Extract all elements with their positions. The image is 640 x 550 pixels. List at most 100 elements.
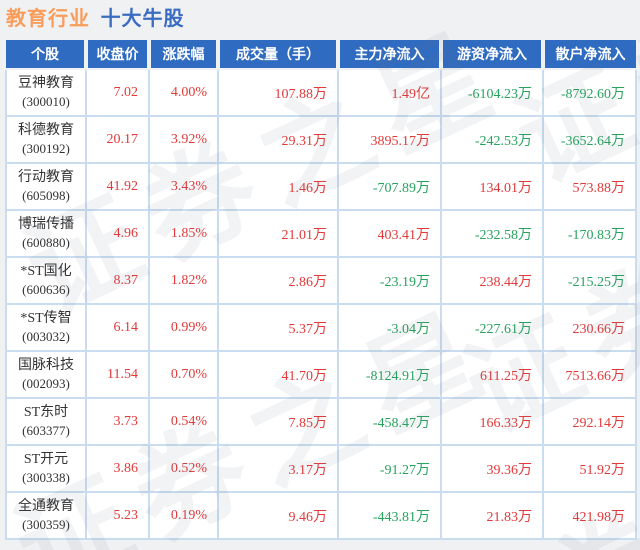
- stock-code: (600636): [22, 282, 70, 297]
- table-header-row: 个股 收盘价 涨跌幅 成交量（手） 主力净流入 游资净流入 散户净流入: [6, 40, 636, 70]
- cell-retail-inflow: -3652.64万: [542, 115, 637, 164]
- stock-table-body: 豆神教育 (300010) 7.02 4.00% 107.88万 1.49亿 -6104.2…: [5, 68, 637, 540]
- stock-code: (002093): [22, 376, 70, 391]
- stock-name: 全通教育: [18, 499, 74, 514]
- stock-code: (003032): [22, 329, 70, 344]
- stock-name: 豆神教育: [18, 76, 74, 91]
- cell-volume: 21.01万: [217, 209, 339, 258]
- table-row: *ST国化 (600636) 8.37 1.82% 2.86万 -23.19万 238.44…: [5, 256, 637, 305]
- cell-change-percent: 4.00%: [148, 68, 219, 117]
- cell-volume: 1.46万: [217, 162, 339, 211]
- stock-name-cell: 科德教育 (300192): [5, 115, 87, 164]
- cell-close-price: 11.54: [85, 350, 150, 399]
- stock-name: 科德教育: [18, 123, 74, 138]
- stock-code: (300338): [22, 470, 70, 485]
- table-row: ST东时 (603377) 3.73 0.54% 7.85万 -458.47万 166.33…: [5, 397, 637, 446]
- cell-close-price: 3.73: [85, 397, 150, 446]
- stock-table: 个股 收盘价 涨跌幅 成交量（手） 主力净流入 游资净流入 散户净流入 豆神教育…: [5, 40, 637, 540]
- cell-main-inflow: -707.89万: [337, 162, 442, 211]
- col-header-close-price: 收盘价: [84, 40, 149, 70]
- cell-retail-inflow: 292.14万: [542, 397, 637, 446]
- cell-close-price: 7.02: [85, 68, 150, 117]
- cell-volume: 9.46万: [217, 491, 339, 540]
- cell-volume: 7.85万: [217, 397, 339, 446]
- cell-change-percent: 0.52%: [148, 444, 219, 493]
- stock-name: 博瑞传播: [18, 217, 74, 232]
- stock-code: (600880): [22, 235, 70, 250]
- cell-hotmoney-inflow: -227.61万: [440, 303, 544, 352]
- cell-close-price: 8.37: [85, 256, 150, 305]
- stock-name: *ST国化: [20, 264, 72, 279]
- col-header-main-inflow: 主力净流入: [336, 40, 441, 70]
- col-header-change-percent: 涨跌幅: [147, 40, 218, 70]
- col-header-retail-inflow: 散户净流入: [541, 40, 636, 70]
- cell-main-inflow: -91.27万: [337, 444, 442, 493]
- cell-main-inflow: 1.49亿: [337, 68, 442, 117]
- col-header-hotmoney-inflow: 游资净流入: [439, 40, 543, 70]
- cell-change-percent: 0.99%: [148, 303, 219, 352]
- cell-close-price: 20.17: [85, 115, 150, 164]
- title-topic: 十大牛股: [100, 8, 185, 30]
- table-row: 国脉科技 (002093) 11.54 0.70% 41.70万 -8124.91万 611…: [5, 350, 637, 399]
- stock-name-cell: 豆神教育 (300010): [5, 68, 87, 117]
- cell-main-inflow: 3895.17万: [337, 115, 442, 164]
- cell-close-price: 3.86: [85, 444, 150, 493]
- cell-main-inflow: -8124.91万: [337, 350, 442, 399]
- cell-hotmoney-inflow: 134.01万: [440, 162, 544, 211]
- cell-change-percent: 3.43%: [148, 162, 219, 211]
- stock-name: 国脉科技: [18, 358, 74, 373]
- col-header-stock: 个股: [6, 40, 86, 70]
- title-industry: 教育行业: [6, 8, 90, 30]
- table-row: *ST传智 (003032) 6.14 0.99% 5.37万 -3.04万 -227.61…: [5, 303, 637, 352]
- col-header-volume: 成交量（手）: [216, 40, 338, 70]
- stock-name: *ST传智: [20, 311, 72, 326]
- stock-name: ST开元: [23, 452, 69, 467]
- cell-change-percent: 1.85%: [148, 209, 219, 258]
- stock-code: (300010): [22, 94, 70, 109]
- cell-volume: 5.37万: [217, 303, 339, 352]
- cell-hotmoney-inflow: 611.25万: [440, 350, 544, 399]
- stock-name-cell: 行动教育 (605098): [5, 162, 87, 211]
- cell-retail-inflow: -215.25万: [542, 256, 637, 305]
- cell-retail-inflow: 51.92万: [542, 444, 637, 493]
- stock-name-cell: 全通教育 (300359): [5, 491, 87, 540]
- cell-change-percent: 0.19%: [148, 491, 219, 540]
- cell-hotmoney-inflow: -6104.23万: [440, 68, 544, 117]
- cell-volume: 107.88万: [217, 68, 339, 117]
- cell-change-percent: 3.92%: [148, 115, 219, 164]
- stock-name-cell: 国脉科技 (002093): [5, 350, 87, 399]
- stock-code: (603377): [22, 423, 70, 438]
- cell-close-price: 4.96: [85, 209, 150, 258]
- cell-retail-inflow: 230.66万: [542, 303, 637, 352]
- cell-change-percent: 0.54%: [148, 397, 219, 446]
- cell-main-inflow: -443.81万: [337, 491, 442, 540]
- cell-retail-inflow: 7513.66万: [542, 350, 637, 399]
- cell-hotmoney-inflow: 21.83万: [440, 491, 544, 540]
- cell-main-inflow: -458.47万: [337, 397, 442, 446]
- cell-close-price: 41.92: [85, 162, 150, 211]
- stock-name: 行动教育: [18, 170, 74, 185]
- stock-name-cell: ST开元 (300338): [5, 444, 87, 493]
- cell-main-inflow: -23.19万: [337, 256, 442, 305]
- cell-change-percent: 0.70%: [148, 350, 219, 399]
- cell-retail-inflow: -8792.60万: [542, 68, 637, 117]
- stock-name-cell: *ST传智 (003032): [5, 303, 87, 352]
- stock-code: (605098): [22, 188, 70, 203]
- cell-close-price: 6.14: [85, 303, 150, 352]
- stock-name-cell: *ST国化 (600636): [5, 256, 87, 305]
- cell-volume: 41.70万: [217, 350, 339, 399]
- table-row: 博瑞传播 (600880) 4.96 1.85% 21.01万 403.41万 -232.5…: [5, 209, 637, 258]
- table-row: ST开元 (300338) 3.86 0.52% 3.17万 -91.27万 39.36万 5…: [5, 444, 637, 493]
- table-row: 全通教育 (300359) 5.23 0.19% 9.46万 -443.81万 21.83万…: [5, 491, 637, 540]
- cell-hotmoney-inflow: 238.44万: [440, 256, 544, 305]
- cell-hotmoney-inflow: -242.53万: [440, 115, 544, 164]
- stock-name: ST东时: [23, 405, 69, 420]
- cell-retail-inflow: -170.83万: [542, 209, 637, 258]
- table-row: 行动教育 (605098) 41.92 3.43% 1.46万 -707.89万 134.0…: [5, 162, 637, 211]
- cell-volume: 3.17万: [217, 444, 339, 493]
- page-title: 教育行业 十大牛股: [0, 0, 640, 32]
- cell-change-percent: 1.82%: [148, 256, 219, 305]
- table-row: 豆神教育 (300010) 7.02 4.00% 107.88万 1.49亿 -6104.2…: [5, 68, 637, 117]
- cell-retail-inflow: 573.88万: [542, 162, 637, 211]
- table-row: 科德教育 (300192) 20.17 3.92% 29.31万 3895.17万 -242…: [5, 115, 637, 164]
